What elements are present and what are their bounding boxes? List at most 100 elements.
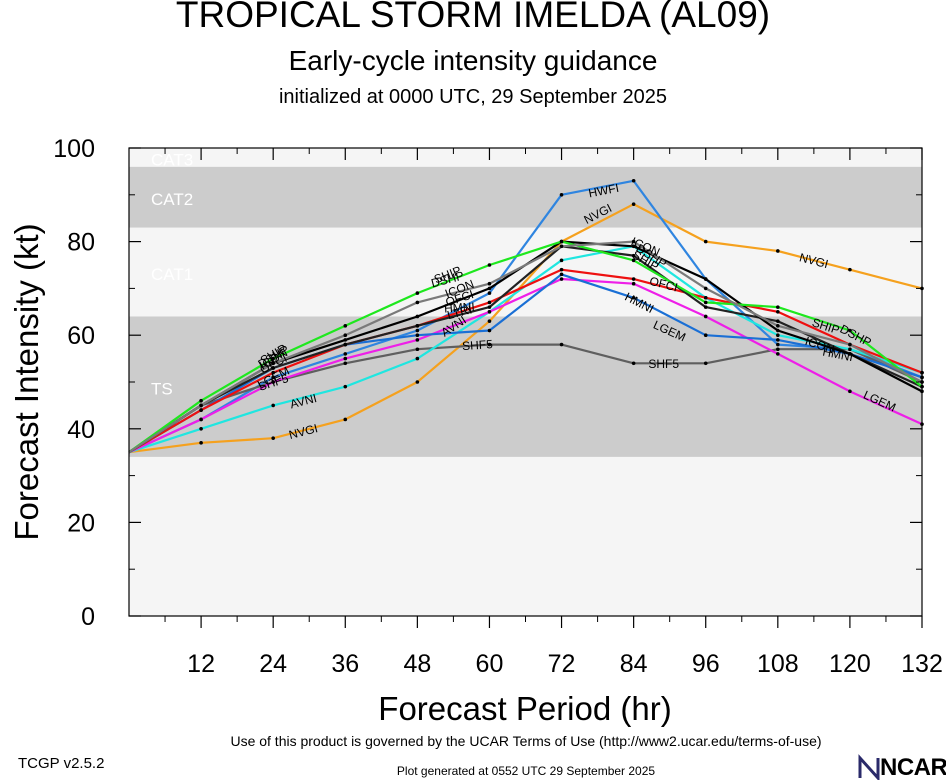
series-point-dshp	[848, 342, 852, 347]
series-point-dshp	[271, 361, 275, 366]
y-tick-label: 20	[67, 509, 95, 537]
series-point-ofci	[559, 267, 564, 272]
svg-text:HMNI: HMNI	[821, 345, 854, 365]
series-point-ltri	[487, 305, 492, 309]
svg-text:SHF5: SHF5	[462, 337, 494, 353]
series-point-hwfi	[487, 291, 492, 295]
series-point-lgem	[559, 277, 564, 281]
series-point-shf5	[415, 347, 420, 352]
series-point-ship	[848, 328, 852, 333]
series-label-ltri: LTRI	[446, 302, 474, 322]
y-tick-label: 80	[67, 229, 95, 257]
series-label-shf5: SHF5	[462, 337, 494, 353]
series-point-lgem	[199, 417, 203, 422]
series-point-lgem	[631, 281, 636, 286]
series-point-ofci	[271, 370, 275, 375]
chart-subtitle: Early-cycle intensity guidance	[288, 45, 658, 76]
series-point-hmni	[415, 333, 420, 338]
chart-title: TROPICAL STORM IMELDA (AL09)	[175, 0, 771, 35]
series-label-hmni: HMNI	[821, 345, 854, 365]
series-point-dshp	[559, 244, 564, 249]
series-point-ship	[415, 291, 420, 295]
series-point-ship	[703, 300, 708, 305]
svg-text:AVNI: AVNI	[288, 391, 318, 411]
series-point-shf5	[631, 361, 636, 366]
series-point-icon	[776, 328, 780, 333]
terms-of-use: Use of this product is governed by the U…	[230, 733, 822, 749]
series-label-shf5: SHF5	[648, 357, 679, 371]
series-point-nvgi	[199, 441, 203, 445]
y-tick-label: 0	[81, 603, 95, 631]
series-point-ltri	[776, 319, 780, 323]
band-cat2	[129, 166, 922, 228]
band-label-cat1: CAT1	[151, 265, 193, 284]
svg-text:HMNI: HMNI	[444, 300, 476, 316]
series-point-nvgi	[631, 202, 636, 206]
series-point-nvgi	[271, 436, 275, 440]
series-point-shf5	[559, 342, 564, 347]
x-tick-label: 120	[829, 650, 871, 678]
svg-text:OFCI: OFCI	[648, 274, 679, 295]
series-label-hwfi: HWFI	[587, 181, 620, 201]
series-point-nvgi	[415, 380, 420, 384]
series-point-lgem	[703, 314, 708, 319]
series-label-hmni: HMNI	[444, 300, 476, 316]
series-point-nvgi	[776, 249, 780, 253]
series-point-ship	[487, 263, 492, 267]
series-point-hmni	[703, 333, 708, 338]
series-point-lgem	[776, 352, 780, 356]
series-point-lgem	[415, 338, 420, 342]
series-point-ltri	[415, 324, 420, 328]
series-point-shf5	[487, 342, 492, 347]
series-point-dshp	[343, 333, 348, 338]
series-point-icon	[343, 338, 348, 342]
series-point-dshp	[199, 403, 203, 408]
x-tick-label: 48	[403, 650, 431, 678]
series-point-ofci	[703, 295, 708, 300]
x-tick-label: 36	[331, 650, 359, 678]
series-point-icon	[703, 277, 708, 281]
series-point-hwfi	[415, 328, 420, 333]
x-tick-label: 108	[757, 650, 799, 678]
series-point-ofci	[776, 310, 780, 314]
series-point-lgem	[271, 380, 275, 384]
series-point-avni	[415, 356, 420, 361]
series-point-hmni	[631, 295, 636, 300]
series-point-nvgi	[703, 239, 708, 244]
band-label-ts: TS	[151, 380, 173, 399]
series-line-shf5	[128, 343, 923, 454]
series-point-ship	[776, 305, 780, 309]
series-line-hwfi	[128, 179, 923, 454]
svg-text:LTRI: LTRI	[446, 302, 474, 322]
series-line-ltri	[128, 245, 923, 454]
series-point-icon	[415, 314, 420, 319]
series-point-ship	[559, 239, 564, 244]
series-point-lgem	[848, 389, 852, 394]
x-tick-label: 12	[187, 650, 215, 678]
x-tick-label: 24	[259, 650, 287, 678]
y-tick-label: 40	[67, 416, 95, 444]
chart-initialization: initialized at 0000 UTC, 29 September 20…	[278, 86, 667, 108]
series-layer	[128, 178, 924, 454]
series-point-icon	[631, 244, 636, 249]
ncar-logo: NCAR	[858, 752, 946, 781]
svg-text:HWFI: HWFI	[587, 181, 620, 201]
series-point-ltri	[271, 366, 275, 370]
version-label: TCGP v2.5.2	[18, 755, 105, 772]
series-point-dshp	[703, 286, 708, 291]
series-point-ship	[199, 398, 203, 403]
series-point-avni	[559, 258, 564, 263]
series-point-shf5	[343, 361, 348, 366]
band-cat3	[129, 148, 922, 167]
series-point-hwfi	[343, 352, 348, 356]
series-line-lgem	[128, 277, 923, 454]
y-tick-label: 100	[53, 135, 95, 163]
series-point-ltri	[703, 305, 708, 309]
series-point-avni	[776, 333, 780, 338]
series-point-avni	[271, 403, 275, 408]
series-point-ofci	[487, 300, 492, 305]
series-point-ofci	[199, 408, 203, 412]
series-point-ship	[343, 324, 348, 328]
y-axis-label: Forecast Intensity (kt)	[8, 223, 45, 540]
